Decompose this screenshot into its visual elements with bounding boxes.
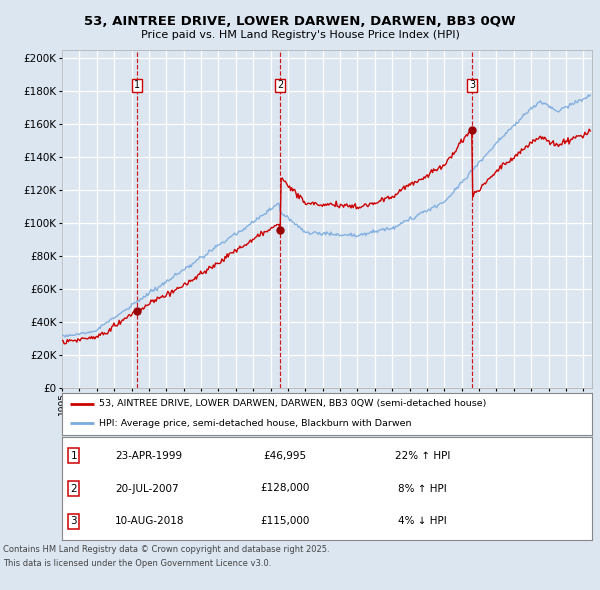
Text: 3: 3 (469, 80, 475, 90)
Text: £46,995: £46,995 (263, 451, 306, 461)
Text: HPI: Average price, semi-detached house, Blackburn with Darwen: HPI: Average price, semi-detached house,… (99, 419, 412, 428)
Text: 10-AUG-2018: 10-AUG-2018 (115, 516, 185, 526)
Text: 2: 2 (70, 483, 77, 493)
Text: £128,000: £128,000 (260, 483, 309, 493)
Text: Price paid vs. HM Land Registry's House Price Index (HPI): Price paid vs. HM Land Registry's House … (140, 30, 460, 40)
Text: £115,000: £115,000 (260, 516, 309, 526)
Text: Contains HM Land Registry data © Crown copyright and database right 2025.
This d: Contains HM Land Registry data © Crown c… (3, 545, 329, 568)
Text: 53, AINTREE DRIVE, LOWER DARWEN, DARWEN, BB3 0QW (semi-detached house): 53, AINTREE DRIVE, LOWER DARWEN, DARWEN,… (99, 399, 487, 408)
Text: 8% ↑ HPI: 8% ↑ HPI (398, 483, 447, 493)
Text: 4% ↓ HPI: 4% ↓ HPI (398, 516, 447, 526)
Text: 22% ↑ HPI: 22% ↑ HPI (395, 451, 450, 461)
Text: 53, AINTREE DRIVE, LOWER DARWEN, DARWEN, BB3 0QW: 53, AINTREE DRIVE, LOWER DARWEN, DARWEN,… (84, 15, 516, 28)
Text: 1: 1 (70, 451, 77, 461)
Text: 2: 2 (277, 80, 283, 90)
Text: 1: 1 (134, 80, 140, 90)
Text: 3: 3 (70, 516, 77, 526)
Text: 23-APR-1999: 23-APR-1999 (115, 451, 182, 461)
Text: 20-JUL-2007: 20-JUL-2007 (115, 483, 179, 493)
